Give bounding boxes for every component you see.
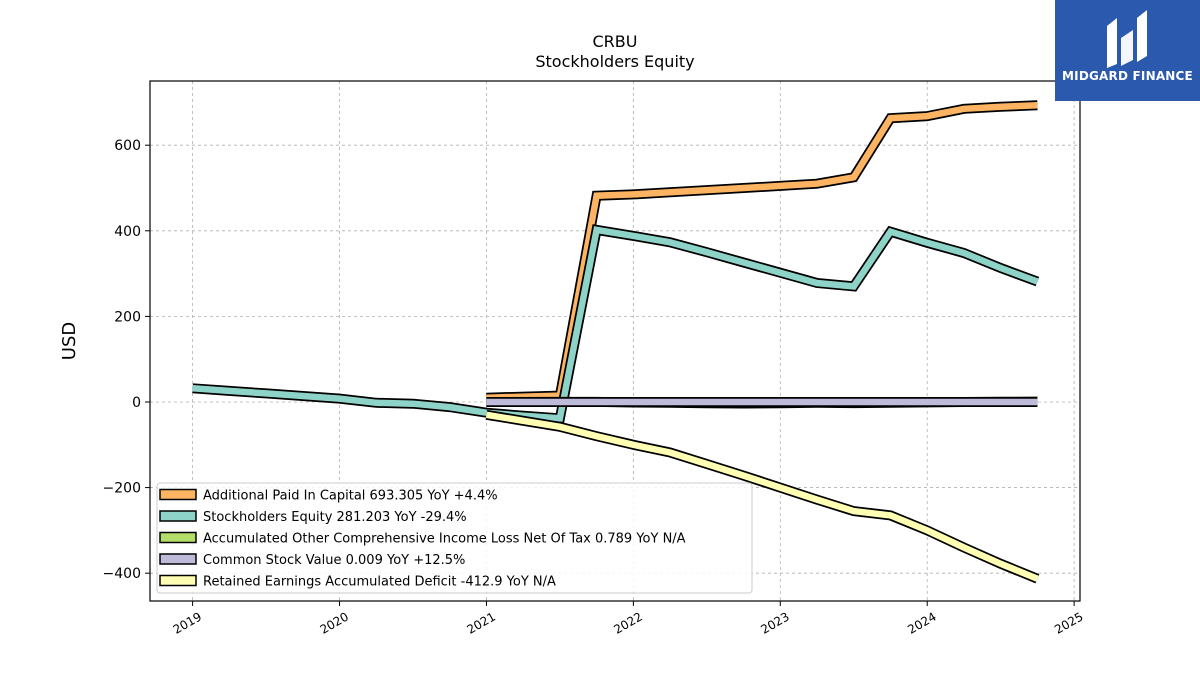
legend-label: Additional Paid In Capital 693.305 YoY +… — [203, 489, 498, 504]
series-outline — [192, 224, 1040, 424]
series-line — [486, 102, 1038, 401]
legend-label: Stockholders Equity 281.203 YoY -29.4% — [203, 510, 467, 525]
series-line — [485, 411, 1039, 582]
legend: Additional Paid In Capital 693.305 YoY +… — [156, 482, 753, 594]
series-lines — [192, 100, 1040, 584]
chart-title: CRBU — [593, 32, 638, 51]
x-tick-label: 2022 — [611, 609, 644, 636]
legend-swatch — [159, 574, 197, 587]
x-tick-label: 2019 — [171, 609, 204, 636]
legend-label: Common Stock Value 0.009 YoY +12.5% — [203, 553, 465, 568]
x-tick-label: 2021 — [464, 609, 497, 636]
series-additional-paid-in-capital — [486, 100, 1038, 403]
x-tick-label: 2025 — [1052, 609, 1085, 636]
legend-swatch — [159, 488, 197, 501]
chart-subtitle: Stockholders Equity — [535, 52, 694, 71]
midgard-finance-logo: MIDGARD FINANCE — [1055, 0, 1200, 101]
legend-swatch — [159, 553, 197, 565]
legend-swatch — [159, 510, 197, 522]
y-tick-label: −200 — [103, 481, 141, 497]
x-tick-label: 2023 — [758, 609, 791, 636]
series-stockholders-equity — [192, 224, 1040, 424]
y-tick-label: 600 — [114, 138, 141, 154]
x-tick-label: 2024 — [905, 609, 938, 636]
y-axis: −400 −200 0 200 400 600 — [103, 138, 150, 582]
logo-mark-icon — [1107, 10, 1147, 68]
y-tick-label: −400 — [103, 566, 141, 582]
y-tick-label: 0 — [132, 395, 141, 411]
legend-box — [156, 482, 753, 594]
series-line — [192, 226, 1039, 422]
x-axis: 2019 2020 2021 2022 2023 2024 2025 — [171, 601, 1086, 637]
legend-label: Retained Earnings Accumulated Deficit -4… — [203, 575, 556, 590]
legend-swatch — [159, 531, 197, 544]
series-retained-earnings-accumulated-deficit — [485, 409, 1040, 584]
logo-text: MIDGARD FINANCE — [1062, 69, 1193, 83]
y-tick-label: 200 — [114, 309, 141, 325]
plot-frame — [149, 80, 1081, 602]
legend-label: Accumulated Other Comprehensive Income L… — [203, 532, 686, 547]
y-tick-label: 400 — [114, 224, 141, 240]
y-axis-label: USD — [59, 322, 80, 360]
x-tick-label: 2020 — [318, 609, 351, 636]
